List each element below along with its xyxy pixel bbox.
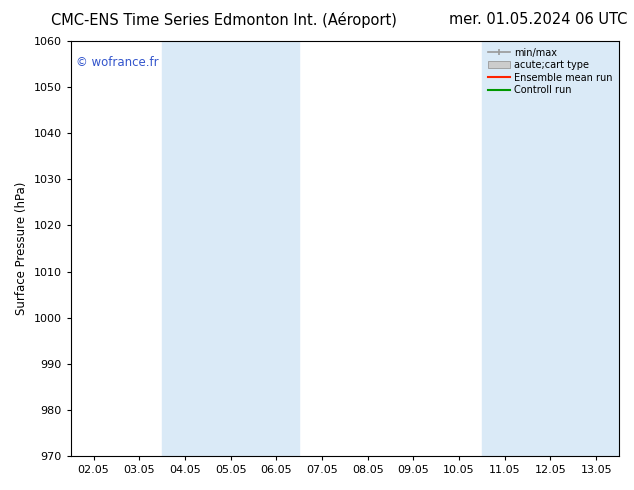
Legend: min/max, acute;cart type, Ensemble mean run, Controll run: min/max, acute;cart type, Ensemble mean …	[484, 44, 616, 99]
Text: mer. 01.05.2024 06 UTC: mer. 01.05.2024 06 UTC	[450, 12, 628, 27]
Y-axis label: Surface Pressure (hPa): Surface Pressure (hPa)	[15, 182, 28, 315]
Bar	[162, 41, 299, 456]
Text: © wofrance.fr: © wofrance.fr	[76, 55, 158, 69]
Bar	[482, 41, 619, 456]
Text: CMC-ENS Time Series Edmonton Int. (Aéroport): CMC-ENS Time Series Edmonton Int. (Aérop…	[51, 12, 397, 28]
